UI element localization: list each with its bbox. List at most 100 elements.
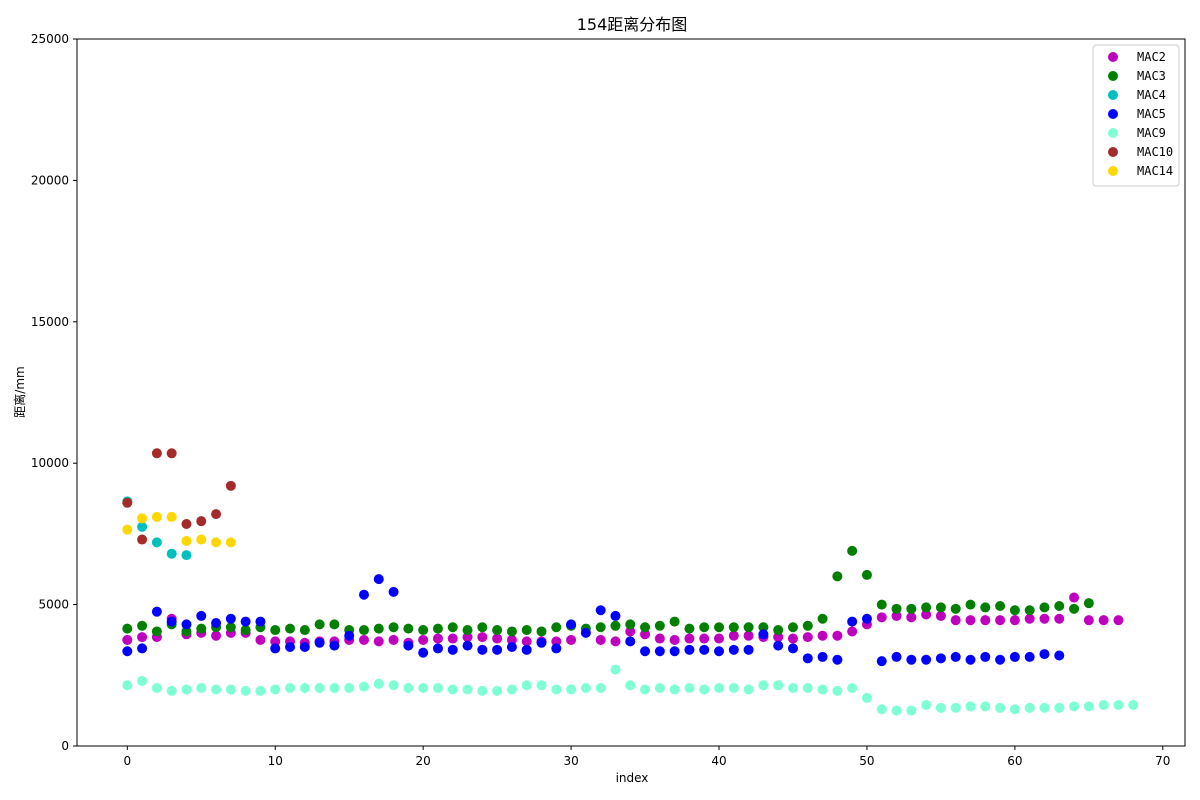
data-point [1009, 651, 1020, 662]
data-point [773, 680, 784, 691]
data-point [832, 654, 843, 665]
data-point [521, 636, 532, 647]
data-point [1128, 699, 1139, 710]
data-point [225, 684, 236, 695]
data-point [921, 602, 932, 613]
data-point [211, 509, 222, 520]
data-point [773, 625, 784, 636]
data-point [1069, 603, 1080, 614]
data-point [861, 613, 872, 624]
data-point [891, 651, 902, 662]
data-point [965, 615, 976, 626]
x-tick-label: 20 [416, 754, 431, 768]
data-point [462, 625, 473, 636]
data-point [122, 646, 133, 657]
data-point [1039, 649, 1050, 660]
data-point [477, 685, 488, 696]
data-point [625, 619, 636, 630]
data-point [122, 680, 133, 691]
data-point [137, 620, 148, 631]
data-point [1113, 615, 1124, 626]
data-point [728, 630, 739, 641]
data-point [462, 684, 473, 695]
data-point [714, 622, 725, 633]
data-point [270, 625, 281, 636]
data-point [773, 632, 784, 643]
data-point [802, 653, 813, 664]
data-point [610, 664, 621, 675]
data-point [447, 633, 458, 644]
data-point [728, 644, 739, 655]
data-point [1024, 605, 1035, 616]
data-point [225, 480, 236, 491]
data-point [240, 685, 251, 696]
data-point [891, 610, 902, 621]
legend-label: MAC5 [1137, 107, 1166, 121]
data-point [758, 680, 769, 691]
data-point [684, 623, 695, 634]
data-point [403, 623, 414, 634]
data-point [595, 634, 606, 645]
series-mac5 [122, 574, 1065, 667]
data-point [1054, 613, 1065, 624]
data-point [654, 633, 665, 644]
data-point [462, 640, 473, 651]
data-point [314, 619, 325, 630]
series-mac14 [122, 511, 236, 548]
data-point [1009, 704, 1020, 715]
data-point [758, 629, 769, 640]
data-point [166, 548, 177, 559]
data-point [551, 684, 562, 695]
data-point [861, 569, 872, 580]
x-tick-label: 50 [859, 754, 874, 768]
data-point [122, 497, 133, 508]
data-point [255, 616, 266, 627]
data-point [285, 683, 296, 694]
data-point [196, 516, 207, 527]
data-point [137, 513, 148, 524]
data-point [832, 630, 843, 641]
data-point [728, 622, 739, 633]
data-point [980, 701, 991, 712]
data-point [1069, 701, 1080, 712]
data-point [388, 586, 399, 597]
data-point [566, 684, 577, 695]
series-mac3 [122, 545, 1094, 637]
data-point [669, 646, 680, 657]
data-point [640, 646, 651, 657]
data-point [891, 603, 902, 614]
data-point [876, 656, 887, 667]
data-point [817, 651, 828, 662]
data-point [388, 634, 399, 645]
data-point [447, 684, 458, 695]
data-point [758, 622, 769, 633]
data-point [787, 622, 798, 633]
data-point [492, 644, 503, 655]
data-point [950, 651, 961, 662]
data-point [950, 603, 961, 614]
data-point [817, 613, 828, 624]
data-point [995, 654, 1006, 665]
data-point [935, 602, 946, 613]
data-point [832, 571, 843, 582]
y-tick-label: 0 [61, 739, 69, 753]
data-point [1083, 701, 1094, 712]
y-tick-label: 5000 [38, 598, 69, 612]
data-point [847, 616, 858, 627]
data-point [787, 633, 798, 644]
data-point [699, 644, 710, 655]
data-point [492, 685, 503, 696]
data-point [625, 636, 636, 647]
data-point [817, 630, 828, 641]
data-point [373, 623, 384, 634]
legend-marker [1108, 166, 1118, 176]
legend: MAC2 MAC3 MAC4 MAC5 MAC9 MAC10 MAC14 [1092, 44, 1180, 187]
data-point [344, 630, 355, 641]
legend-marker [1108, 128, 1118, 138]
data-point [166, 511, 177, 522]
data-point [521, 625, 532, 636]
data-point [225, 613, 236, 624]
legend-marker [1108, 52, 1118, 62]
data-point [595, 605, 606, 616]
